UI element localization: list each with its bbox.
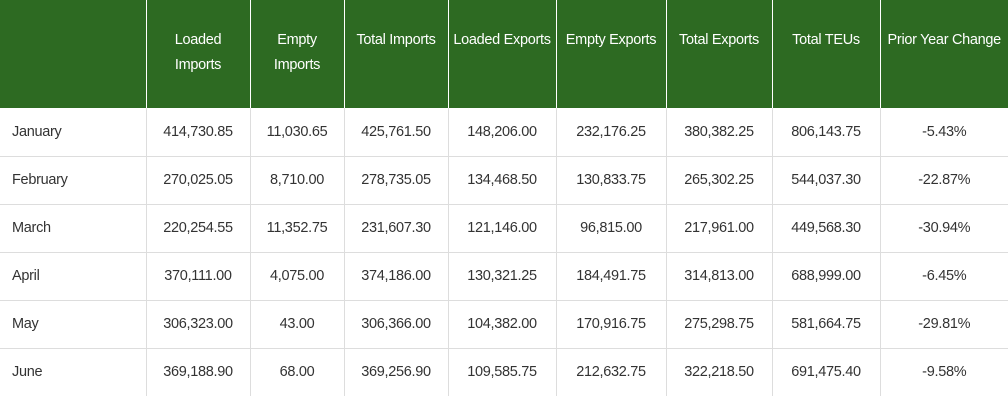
prior-year-change-cell: -9.58%	[879, 347, 1008, 396]
prior-year-change-cell: -29.81%	[879, 299, 1008, 348]
empty-exports-cell: 96,815.00	[555, 203, 666, 252]
loaded-exports-cell: 104,382.00	[447, 299, 556, 348]
header-cell-month	[0, 0, 146, 108]
month-cell: January	[12, 123, 62, 140]
total-exports-cell: 380,382.25	[665, 108, 772, 156]
total-teus-cell: 544,037.30	[771, 155, 880, 204]
loaded-exports-cell: 109,585.75	[447, 347, 556, 396]
loaded-imports-cell: 270,025.05	[145, 155, 250, 204]
empty-exports-cell: 212,632.75	[555, 347, 666, 396]
loaded-exports-cell: 121,146.00	[447, 203, 556, 252]
empty-imports-cell: 11,352.75	[249, 203, 344, 252]
loaded-imports-cell: 369,188.90	[145, 347, 250, 396]
total-teus-cell: 581,664.75	[771, 299, 880, 348]
header-row: Loaded Imports Empty Imports Total Impor…	[0, 0, 1008, 108]
total-teus-cell: 688,999.00	[771, 251, 880, 300]
total-exports-cell: 314,813.00	[665, 251, 772, 300]
empty-exports-cell: 232,176.25	[555, 108, 666, 156]
total-exports-cell: 265,302.25	[665, 155, 772, 204]
prior-year-change-cell: -5.43%	[879, 108, 1008, 156]
month-cell: February	[0, 155, 146, 204]
month-cell: May	[0, 299, 146, 348]
total-imports-cell: 425,761.50	[343, 108, 448, 156]
header-cell-total-imports: Total Imports	[343, 0, 448, 108]
loaded-exports-cell: 148,206.00	[447, 108, 556, 156]
table-row: March 220,254.55 11,352.75 231,607.30 12…	[0, 203, 1008, 252]
total-exports-cell: 322,218.50	[665, 347, 772, 396]
month-cell: June	[0, 347, 146, 396]
total-imports-cell: 374,186.00	[343, 251, 448, 300]
table-row: April 370,111.00 4,075.00 374,186.00 130…	[0, 251, 1008, 300]
empty-imports-cell: 68.00	[249, 347, 344, 396]
loaded-exports-cell: 130,321.25	[447, 251, 556, 300]
prior-year-change-cell: -6.45%	[879, 251, 1008, 300]
empty-imports-cell: 8,710.00	[249, 155, 344, 204]
empty-imports-cell: 11,030.65	[249, 108, 344, 156]
table-row: May 306,323.00 43.00 306,366.00 104,382.…	[0, 299, 1008, 348]
table-row: January 414,730.85 11,030.65 425,761.50 …	[0, 108, 1008, 156]
total-imports-cell: 369,256.90	[343, 347, 448, 396]
header-cell-empty-imports: Empty Imports	[249, 0, 344, 108]
total-teus-cell: 449,568.30	[771, 203, 880, 252]
empty-imports-cell: 43.00	[249, 299, 344, 348]
total-exports-cell: 217,961.00	[665, 203, 772, 252]
empty-exports-cell: 184,491.75	[555, 251, 666, 300]
total-teus-cell: 806,143.75	[771, 108, 880, 156]
header-cell-prior-year-change: Prior Year Change	[879, 0, 1008, 108]
total-imports-cell: 231,607.30	[343, 203, 448, 252]
total-imports-cell: 306,366.00	[343, 299, 448, 348]
table-row: February 270,025.05 8,710.00 278,735.05 …	[0, 155, 1008, 204]
total-exports-cell: 275,298.75	[665, 299, 772, 348]
teu-statistics-table: Loaded Imports Empty Imports Total Impor…	[0, 0, 1008, 396]
empty-exports-cell: 130,833.75	[555, 155, 666, 204]
loaded-exports-cell: 134,468.50	[447, 155, 556, 204]
header-cell-loaded-imports: Loaded Imports	[145, 0, 250, 108]
empty-exports-cell: 170,916.75	[555, 299, 666, 348]
header-cell-total-teus: Total TEUs	[771, 0, 880, 108]
empty-imports-cell: 4,075.00	[249, 251, 344, 300]
loaded-imports-cell: 220,254.55	[145, 203, 250, 252]
total-teus-cell: 691,475.40	[771, 347, 880, 396]
loaded-imports-cell: 306,323.00	[145, 299, 250, 348]
header-cell-total-exports: Total Exports	[665, 0, 772, 108]
month-cell: March	[0, 203, 146, 252]
table-row: June 369,188.90 68.00 369,256.90 109,585…	[0, 347, 1008, 396]
total-imports-cell: 278,735.05	[343, 155, 448, 204]
table-body: January 414,730.85 11,030.65 425,761.50 …	[0, 108, 1008, 396]
prior-year-change-cell: -22.87%	[879, 155, 1008, 204]
table-header: Loaded Imports Empty Imports Total Impor…	[0, 0, 1008, 108]
loaded-imports-cell: 370,111.00	[145, 251, 250, 300]
header-cell-empty-exports: Empty Exports	[555, 0, 666, 108]
month-cell: April	[0, 251, 146, 300]
prior-year-change-cell: -30.94%	[879, 203, 1008, 252]
loaded-imports-cell: 414,730.85	[145, 108, 250, 156]
header-cell-loaded-exports: Loaded Exports	[447, 0, 556, 108]
